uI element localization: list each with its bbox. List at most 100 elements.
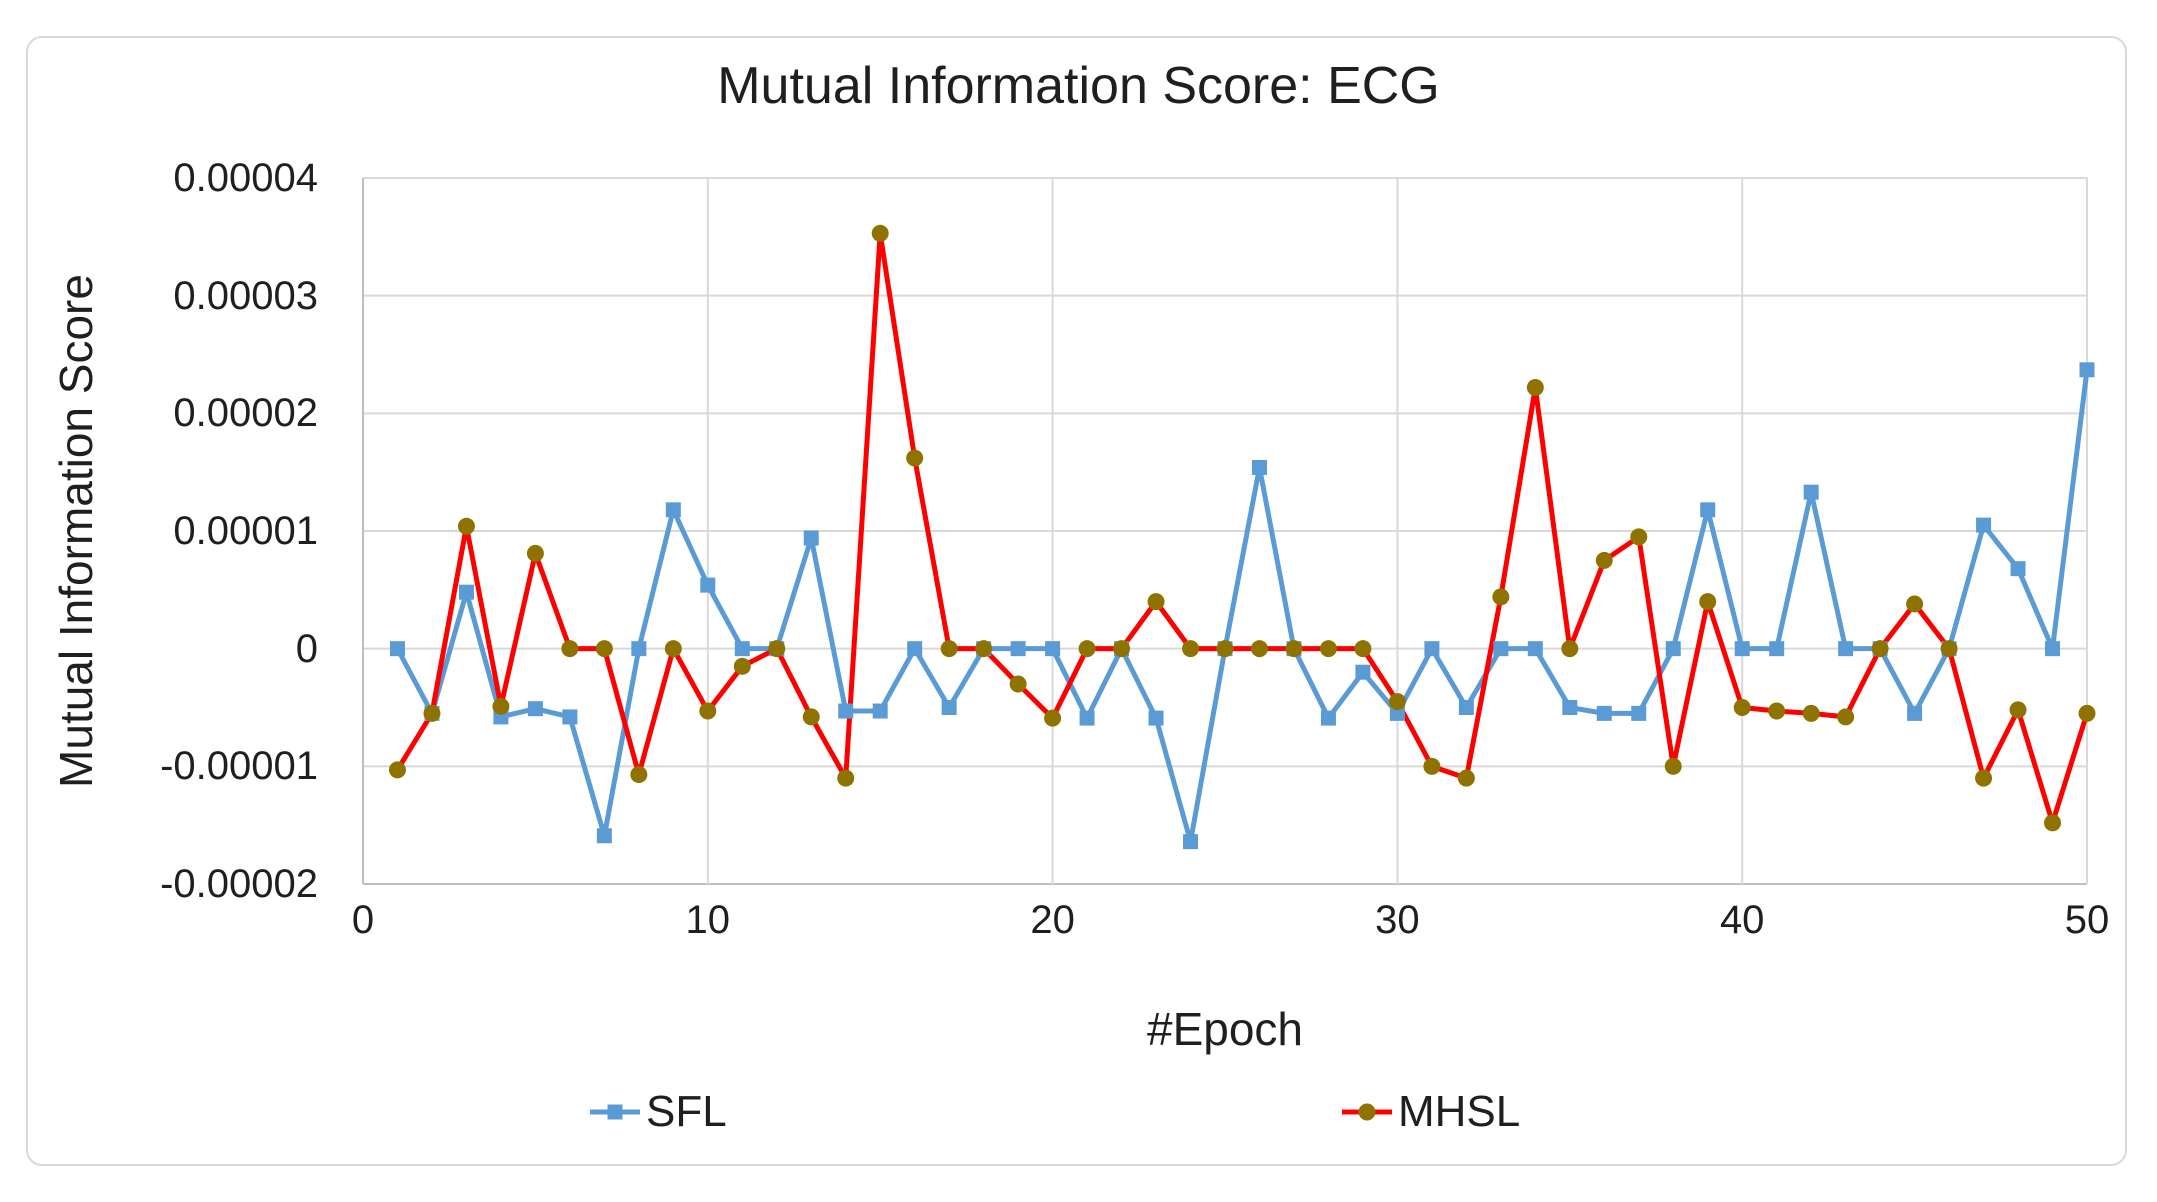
data-point-sfl [1769, 641, 1785, 657]
data-point-sfl [941, 700, 957, 715]
legend: SFL MHSL [0, 1086, 2157, 1138]
data-point-sfl [1631, 705, 1647, 721]
data-point-sfl [1079, 710, 1095, 726]
data-point-mhsl [1768, 702, 1786, 720]
data-point-mhsl [1423, 757, 1441, 775]
data-point-sfl [1665, 641, 1681, 657]
data-point-mhsl [388, 761, 406, 779]
data-point-mhsl [871, 224, 889, 242]
data-point-mhsl [1699, 593, 1717, 611]
data-point-sfl [838, 703, 854, 719]
data-point-mhsl [1940, 640, 1958, 658]
data-point-mhsl [1250, 640, 1268, 658]
data-point-mhsl [1492, 588, 1510, 606]
data-point-sfl [1907, 705, 1923, 721]
y-tick-label: 0.00002 [173, 391, 318, 436]
x-tick-label: 30 [1375, 898, 1420, 942]
data-point-sfl [665, 502, 681, 518]
data-point-sfl [631, 641, 647, 657]
data-point-mhsl [802, 708, 820, 726]
data-point-sfl [1045, 641, 1061, 657]
y-tick-label: -0.00002 [160, 862, 318, 906]
data-point-mhsl [1113, 640, 1131, 658]
data-point-sfl [907, 641, 923, 657]
x-tick-label: 20 [1030, 898, 1075, 942]
legend-entry-mhsl[interactable]: MHSL [1342, 1086, 1520, 1138]
data-point-sfl [2079, 362, 2095, 378]
data-point-sfl [1976, 517, 1992, 533]
series-line-mhsl [394, 230, 2090, 826]
data-point-sfl [527, 701, 543, 717]
data-point-mhsl [1664, 757, 1682, 775]
data-point-sfl [1183, 834, 1199, 850]
data-point-sfl [1596, 705, 1612, 721]
legend-label-mhsl: MHSL [1398, 1087, 1521, 1136]
x-tick-label: 0 [351, 898, 375, 942]
data-point-mhsl [492, 697, 510, 715]
data-point-mhsl [457, 517, 475, 535]
data-point-mhsl [664, 640, 682, 658]
data-point-sfl [872, 703, 888, 719]
data-point-sfl [2045, 641, 2061, 657]
data-point-mhsl [1975, 769, 1993, 787]
series-line-sfl [394, 367, 2090, 845]
data-point-mhsl [1630, 528, 1648, 546]
data-point-mhsl [1906, 595, 1924, 613]
data-point-mhsl [1319, 640, 1337, 658]
data-point-mhsl [699, 702, 717, 720]
data-point-mhsl [1044, 709, 1062, 727]
data-point-sfl [1148, 710, 1164, 726]
data-point-sfl [458, 584, 474, 600]
data-point-mhsl [1561, 640, 1579, 658]
data-point-mhsl [837, 769, 855, 787]
y-tick-label: 0.00003 [173, 273, 318, 318]
data-point-mhsl [1216, 640, 1234, 658]
data-point-mhsl [768, 640, 786, 658]
sfl-line-marker-icon [590, 1104, 640, 1120]
data-point-mhsl [561, 640, 579, 658]
data-point-mhsl [1078, 640, 1096, 658]
legend-label-sfl: SFL [646, 1087, 727, 1136]
data-point-mhsl [1285, 640, 1303, 658]
data-point-sfl [1803, 484, 1819, 500]
mhsl-line-marker-icon [1342, 1103, 1392, 1121]
data-point-sfl [1010, 641, 1026, 657]
data-point-mhsl [630, 766, 648, 784]
data-point-mhsl [1354, 640, 1372, 658]
plot-area [362, 177, 2096, 885]
data-point-sfl [389, 641, 405, 657]
data-point-sfl [700, 577, 716, 593]
data-point-mhsl [1457, 769, 1475, 787]
data-point-mhsl [1837, 708, 1855, 726]
data-point-mhsl [2044, 814, 2062, 832]
y-tick-label: 0 [295, 626, 318, 671]
data-point-mhsl [940, 640, 958, 658]
data-point-mhsl [2078, 704, 2096, 722]
data-point-mhsl [1595, 551, 1613, 569]
data-point-sfl [1493, 641, 1509, 657]
data-point-mhsl [1147, 593, 1165, 611]
data-point-mhsl [1009, 675, 1027, 693]
data-point-mhsl [595, 640, 613, 658]
data-point-sfl [734, 641, 750, 657]
data-point-mhsl [2009, 701, 2027, 719]
chart-title: Mutual Information Score: ECG [717, 57, 1440, 115]
chart-border [26, 36, 2127, 1166]
data-point-sfl [803, 530, 819, 546]
data-point-sfl [1320, 710, 1336, 726]
data-point-sfl [1562, 700, 1578, 715]
data-point-sfl [1355, 664, 1371, 680]
y-tick-label: -0.00001 [160, 744, 318, 789]
data-point-mhsl [1733, 699, 1751, 716]
legend-entry-sfl[interactable]: SFL [590, 1086, 727, 1138]
data-point-sfl [1251, 459, 1267, 475]
data-point-mhsl [975, 640, 993, 658]
x-tick-label: 40 [1719, 898, 1765, 942]
data-point-mhsl [1526, 378, 1544, 396]
x-tick-label: 10 [685, 898, 731, 942]
data-point-sfl [1734, 641, 1750, 657]
data-point-mhsl [1388, 693, 1406, 711]
data-point-mhsl [423, 704, 441, 722]
data-point-mhsl [1802, 704, 1820, 722]
